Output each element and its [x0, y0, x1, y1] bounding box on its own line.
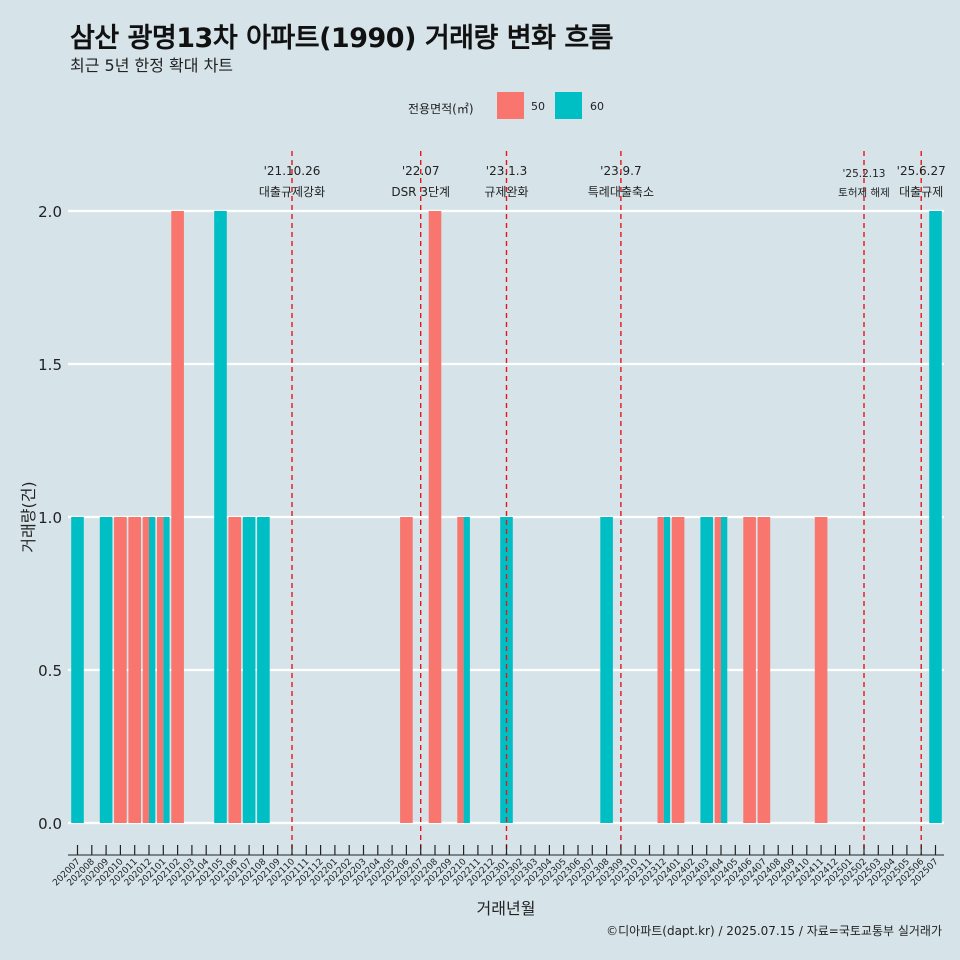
- bar-202507-60: [929, 211, 942, 823]
- event-label: 대출규제: [899, 185, 943, 199]
- y-axis-title: 거래량(건): [19, 481, 38, 552]
- source-caption: ©디아파트(dapt.kr) / 2025.07.15 / 자료=국토교통부 실…: [606, 924, 942, 938]
- bar-202007-60: [71, 517, 84, 823]
- bar-202210-50: [457, 517, 464, 823]
- bar-202407-50: [757, 517, 771, 823]
- legend-label-50: 50: [531, 100, 545, 113]
- bar-202404-50: [714, 517, 721, 823]
- bar-202105-60: [214, 211, 227, 823]
- y-tick-label: 1.0: [38, 509, 62, 527]
- event-date: '21.10.26: [264, 164, 321, 178]
- bar-202312-50: [657, 517, 664, 823]
- y-tick-label: 2.0: [38, 203, 62, 221]
- event-date: '23.9.7: [600, 164, 641, 178]
- bar-202012-50: [142, 517, 149, 823]
- legend-swatch-50: [497, 92, 524, 119]
- bar-202101-60: [163, 517, 170, 823]
- bar-202107-60: [242, 517, 256, 823]
- bar-202411-50: [814, 517, 828, 823]
- legend-label-60: 60: [590, 100, 604, 113]
- bar-202106-50: [228, 517, 242, 823]
- legend-title: 전용면적(㎡): [408, 102, 474, 116]
- y-tick-label: 0.5: [38, 662, 62, 680]
- y-tick-label: 1.5: [38, 356, 62, 374]
- bar-202101-50: [157, 517, 164, 823]
- chart-subtitle: 최근 5년 한정 확대 차트: [70, 56, 234, 75]
- legend: 전용면적(㎡) 50 60: [0, 92, 960, 122]
- event-label: DSR 3단계: [391, 185, 450, 199]
- bar-202011-50: [128, 517, 141, 823]
- chart-title: 삼산 광명13차 아파트(1990) 거래량 변화 흐름: [70, 23, 614, 54]
- bar-202406-50: [743, 517, 756, 823]
- legend-swatch-60: [555, 92, 582, 119]
- bar-202312-60: [663, 517, 671, 823]
- bar-202301-60: [500, 517, 513, 823]
- bar-202012-60: [149, 517, 156, 823]
- event-date: '23.1.3: [486, 164, 527, 178]
- x-axis-title: 거래년월: [477, 899, 536, 918]
- bar-202206-50: [400, 517, 413, 823]
- event-label: 대출규제강화: [259, 185, 325, 199]
- event-label: 토허제 해제: [838, 186, 890, 199]
- event-label: 규제완화: [484, 185, 528, 199]
- bar-202401-50: [671, 517, 685, 823]
- bar-202010-50: [114, 517, 127, 823]
- event-label: 특례대출축소: [588, 185, 654, 199]
- bar-202210-60: [463, 517, 470, 823]
- bar-202108-60: [257, 517, 270, 823]
- bar-202308-60: [600, 517, 613, 823]
- bar-202403-60: [700, 517, 713, 823]
- event-date: '25.2.13: [843, 168, 886, 180]
- bar-202404-60: [721, 517, 728, 823]
- event-date: '22.07: [402, 164, 440, 178]
- y-tick-label: 0.0: [38, 815, 62, 833]
- bar-202208-50: [428, 211, 442, 823]
- bar-202102-50: [171, 211, 184, 823]
- bar-202009-60: [99, 517, 113, 823]
- event-date: '25.6.27: [897, 164, 946, 178]
